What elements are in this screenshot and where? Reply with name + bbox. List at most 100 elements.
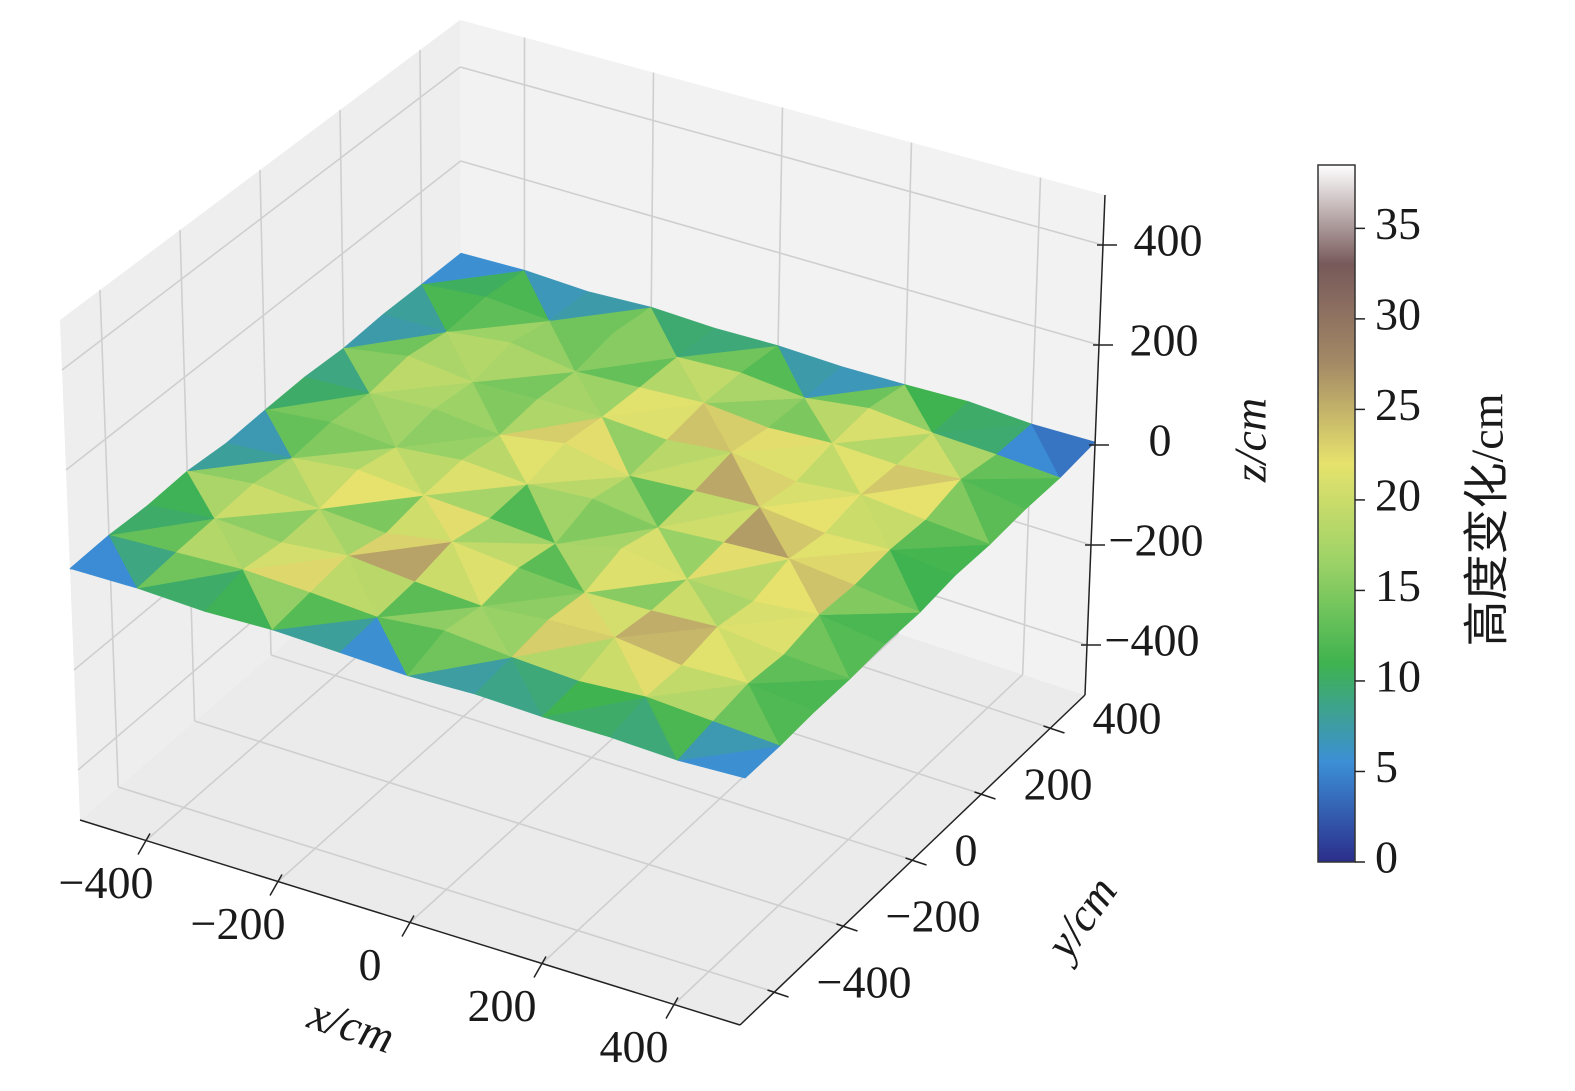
- grid-line: [65, 160, 462, 471]
- surface-facet: [614, 610, 718, 638]
- surface-facet: [446, 296, 550, 333]
- surface-facet: [759, 481, 862, 508]
- surface-facet: [347, 533, 453, 556]
- x-axis-line: [79, 819, 741, 1026]
- surface-facet: [657, 490, 761, 528]
- y-axis-label: y/cm: [1033, 867, 1127, 971]
- z-tick-label: 400: [1134, 215, 1203, 266]
- surface-facet: [291, 422, 397, 459]
- surface-facet: [186, 442, 293, 472]
- surface-facet: [819, 614, 886, 680]
- surface-facet: [575, 332, 678, 372]
- surface-facet: [687, 542, 790, 580]
- y-tick: [1043, 725, 1065, 734]
- surface-facet: [889, 549, 956, 613]
- y-tick-label: 400: [1093, 693, 1162, 744]
- surface-facet: [549, 291, 652, 321]
- colorbar: 0 5 10 15 20 25 30 35: [1317, 164, 1421, 883]
- surface-facet: [819, 584, 921, 616]
- surface-facet: [789, 533, 891, 560]
- surface-facet: [717, 601, 820, 628]
- x-tick: [269, 874, 283, 896]
- surface-facet: [369, 355, 474, 394]
- y-tick-label: 0: [955, 825, 978, 876]
- surface-facet: [889, 519, 991, 551]
- y-axis-line: [739, 694, 1086, 1026]
- surface-facet: [481, 567, 586, 607]
- x-tick: [533, 956, 547, 978]
- surface-facet: [542, 680, 647, 718]
- surface-facet: [601, 387, 705, 418]
- x-axis-label: x/cm: [301, 987, 400, 1063]
- x-tick-label: 200: [468, 980, 537, 1031]
- surface-facet: [499, 399, 603, 436]
- z-tick-label: −400: [1105, 615, 1200, 666]
- z-axis-label: z/cm: [1225, 398, 1276, 483]
- surface-facet: [242, 542, 349, 570]
- surface-facet: [423, 459, 528, 496]
- surface-facet: [319, 469, 425, 510]
- y-tick: [974, 791, 996, 800]
- colorbar-tick-label: 15: [1375, 560, 1421, 611]
- surface-facet: [421, 252, 525, 285]
- surface-facet: [451, 518, 557, 545]
- x-tick: [137, 833, 151, 855]
- surface-facet: [584, 548, 688, 593]
- colorbar-tick-label: 25: [1375, 379, 1421, 430]
- surface-facet: [472, 342, 576, 383]
- surface-facet: [1031, 423, 1096, 479]
- x-tick-label: −200: [191, 898, 286, 949]
- surface-facet: [832, 408, 933, 444]
- surface: [69, 252, 1096, 779]
- surface-facet: [960, 478, 1026, 545]
- x-tick: [665, 997, 679, 1019]
- surface-facet: [804, 366, 906, 399]
- colorbar-tick-label: 10: [1375, 651, 1421, 702]
- z-tick-label: −200: [1109, 515, 1204, 566]
- surface-facet: [677, 721, 781, 761]
- surface-facet: [377, 581, 482, 618]
- colorbar-label: 高度变化/cm: [1462, 393, 1513, 646]
- surface-facet: [511, 619, 616, 658]
- colorbar-tick-label: 30: [1375, 288, 1421, 339]
- y-tick: [836, 923, 858, 932]
- surface-facet: [645, 665, 749, 698]
- surface-facet: [265, 376, 370, 410]
- z-tick-label: 0: [1149, 415, 1172, 466]
- colorbar-tick-label: 20: [1375, 469, 1421, 520]
- surface-facet: [960, 454, 1061, 480]
- surface-facet: [108, 504, 215, 536]
- surface-facet: [526, 443, 631, 485]
- surface-facet: [860, 464, 962, 495]
- colorbar-tick-label: 5: [1375, 741, 1398, 792]
- surface-facet: [748, 654, 851, 684]
- surface-facet: [932, 401, 1032, 434]
- surface-facet: [555, 498, 659, 545]
- surface-facet: [214, 483, 320, 519]
- surface-facet: [343, 314, 448, 349]
- x-tick-label: 400: [600, 1021, 669, 1072]
- y-tick-label: −400: [817, 957, 912, 1008]
- surface-facet: [676, 327, 779, 358]
- surface-facet: [396, 408, 501, 448]
- grid-line: [270, 654, 913, 861]
- z-axis-line: [1084, 194, 1106, 696]
- x-tick: [401, 915, 415, 937]
- x-tick-label: −400: [59, 857, 154, 908]
- colorbar-tick-label: 35: [1375, 198, 1421, 249]
- grid-line: [117, 786, 775, 993]
- y-tick-label: −200: [886, 891, 981, 942]
- grid-line: [194, 720, 844, 927]
- grid-line: [61, 66, 461, 371]
- colorbar-gradient: [1317, 164, 1356, 863]
- colorbar-tick-label: 0: [1375, 832, 1398, 883]
- surface-facet: [137, 552, 244, 589]
- surface-facet: [731, 427, 833, 453]
- surface-facet: [629, 439, 733, 477]
- surface-facet: [748, 683, 816, 747]
- surface-facet: [272, 592, 378, 631]
- x-tick-label: 0: [359, 939, 382, 990]
- surface-facet: [407, 630, 512, 677]
